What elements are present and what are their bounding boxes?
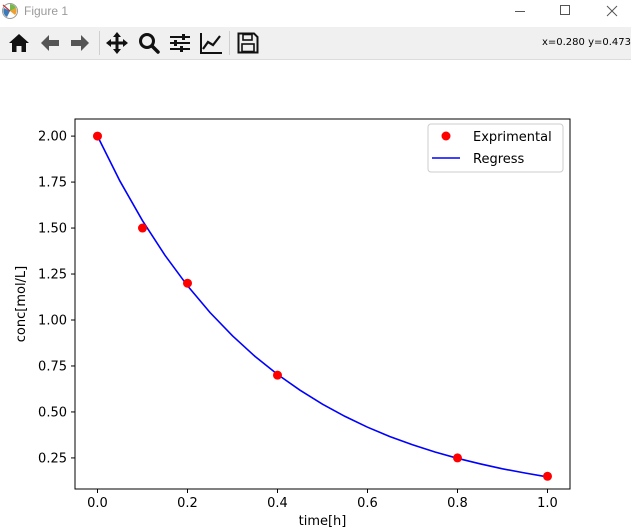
legend-box: [427, 123, 564, 173]
axes-frame: [74, 118, 571, 490]
home-icon: [9, 34, 29, 52]
y-tick-label: 0.75: [38, 359, 67, 374]
x-tick-label: 0.8: [447, 496, 468, 511]
edit-axis-button[interactable]: [198, 30, 224, 56]
sliders-icon: [170, 34, 190, 52]
y-tick-label: 1.50: [38, 222, 67, 237]
magnifier-icon: [139, 33, 160, 54]
home-button[interactable]: [6, 30, 32, 56]
pan-button[interactable]: [104, 30, 130, 56]
x-axis-label: time[h]: [299, 514, 347, 529]
experimental-point: [138, 223, 147, 233]
toolbar-separator: [229, 31, 230, 55]
experimental-point: [183, 278, 192, 288]
cursor-coordinates: x=0.280 y=0.473: [541, 37, 631, 48]
move-icon: [106, 32, 128, 54]
navigation-toolbar: x=0.280 y=0.473: [0, 27, 631, 60]
toolbar-separator: [99, 31, 100, 55]
experimental-point: [273, 370, 282, 380]
x-tick-label: 0.4: [267, 496, 288, 511]
arrow-left-icon: [41, 35, 59, 51]
configure-subplots-button[interactable]: [167, 30, 193, 56]
back-button[interactable]: [37, 30, 63, 56]
x-tick-label: 0.0: [87, 496, 108, 511]
y-tick-label: 0.50: [38, 405, 67, 420]
maximize-button[interactable]: [542, 0, 588, 27]
y-tick-label: 2.00: [38, 130, 67, 145]
y-tick-label: 1.75: [38, 176, 67, 191]
close-icon: [606, 5, 618, 17]
legend-label: Regress: [473, 152, 525, 167]
minimize-icon: [515, 11, 525, 12]
arrow-right-icon: [71, 35, 89, 51]
title-bar: Figure 1: [0, 0, 631, 27]
experimental-point: [453, 453, 462, 463]
minimize-button[interactable]: [497, 0, 543, 27]
y-tick-label: 1.00: [38, 313, 67, 328]
floppy-disk-icon: [237, 32, 259, 54]
window-title: Figure 1: [24, 4, 69, 18]
regress-line: [96, 135, 548, 478]
maximize-icon: [560, 5, 570, 15]
figure-canvas[interactable]: 0.0 0.2 0.4 0.6 0.8 1.0 0.25 0.50 0.75 1.00 1.25 1.…: [0, 60, 631, 529]
x-tick-label: 0.2: [177, 496, 198, 511]
line-chart-icon: [200, 33, 222, 54]
x-tick-label: 0.6: [357, 496, 378, 511]
experimental-point: [543, 471, 552, 481]
x-tick-label: 1.0: [537, 496, 558, 511]
y-tick-label: 0.25: [38, 451, 67, 466]
save-button[interactable]: [235, 30, 261, 56]
y-tick-label: 1.25: [38, 268, 67, 283]
legend-point-swatch: [441, 131, 451, 141]
forward-button[interactable]: [67, 30, 93, 56]
axes-background: [75, 119, 570, 489]
experimental-point: [93, 131, 102, 141]
matplotlib-logo-icon: [2, 3, 18, 19]
y-axis-label: conc[mol/L]: [14, 266, 29, 342]
zoom-button[interactable]: [136, 30, 162, 56]
legend: Exprimental Regress: [427, 123, 564, 173]
legend-label: Exprimental: [473, 130, 552, 145]
close-button[interactable]: [588, 0, 631, 27]
